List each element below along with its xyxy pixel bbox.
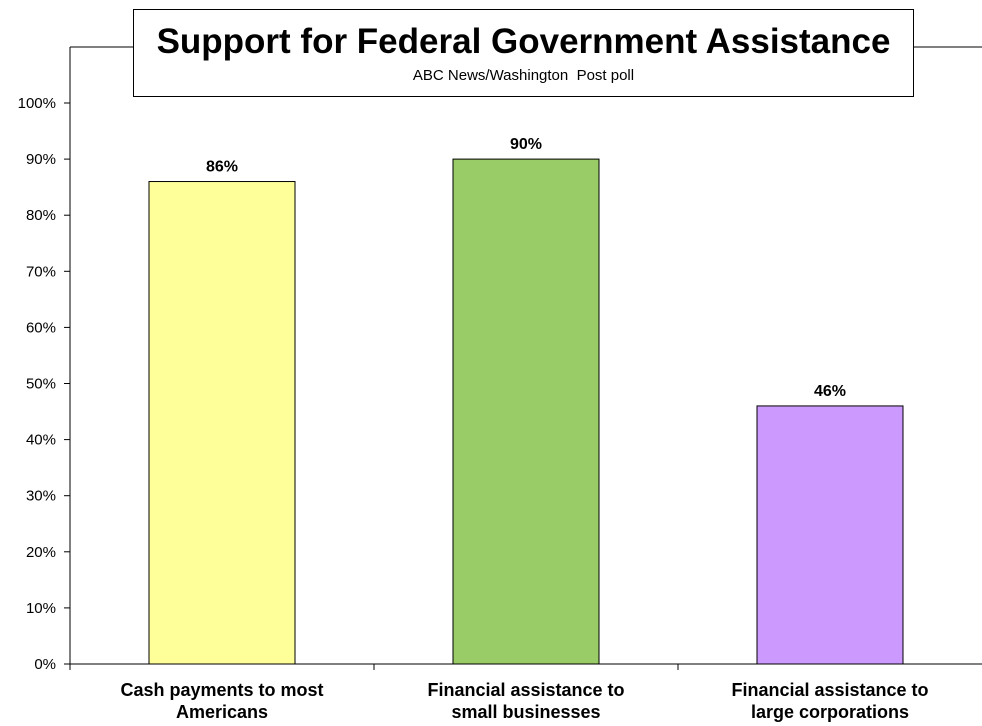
x-category-label: large corporations — [751, 702, 909, 722]
y-tick-label: 80% — [26, 207, 56, 224]
y-tick-label: 30% — [26, 488, 56, 505]
x-category-label: Financial assistance to — [427, 680, 624, 700]
x-category-label: Americans — [176, 702, 268, 722]
y-tick-label: 60% — [26, 319, 56, 336]
y-axis: 0% 10% 20% 30% 40% 50% 60% 70% 80% 90% 100% — [18, 47, 71, 673]
data-label: 86% — [206, 159, 238, 176]
y-tick-label: 90% — [26, 151, 56, 168]
y-tick-label: 40% — [26, 432, 56, 449]
data-labels: 86% 90% 46% — [206, 136, 846, 400]
chart-title: Support for Federal Government Assistanc… — [156, 22, 891, 61]
y-tick-label: 0% — [34, 656, 56, 673]
y-tick-label: 20% — [26, 544, 56, 561]
chart-subtitle: ABC News/Washington Post poll — [412, 67, 635, 84]
y-tick-label: 10% — [26, 600, 56, 617]
data-label: 46% — [814, 383, 846, 400]
data-label: 90% — [510, 136, 542, 153]
bar — [452, 158, 600, 665]
x-category-label: Financial assistance to — [731, 680, 928, 700]
x-category-label: Cash payments to most — [120, 680, 323, 700]
bar — [756, 405, 904, 665]
bar — [148, 181, 296, 665]
x-category-label: small businesses — [451, 702, 600, 722]
bars — [148, 158, 904, 665]
y-tick-label: 50% — [26, 376, 56, 393]
y-tick-label: 70% — [26, 263, 56, 280]
y-tick-label: 100% — [18, 95, 56, 112]
chart-title-box: Support for Federal Government Assistanc… — [133, 9, 914, 97]
